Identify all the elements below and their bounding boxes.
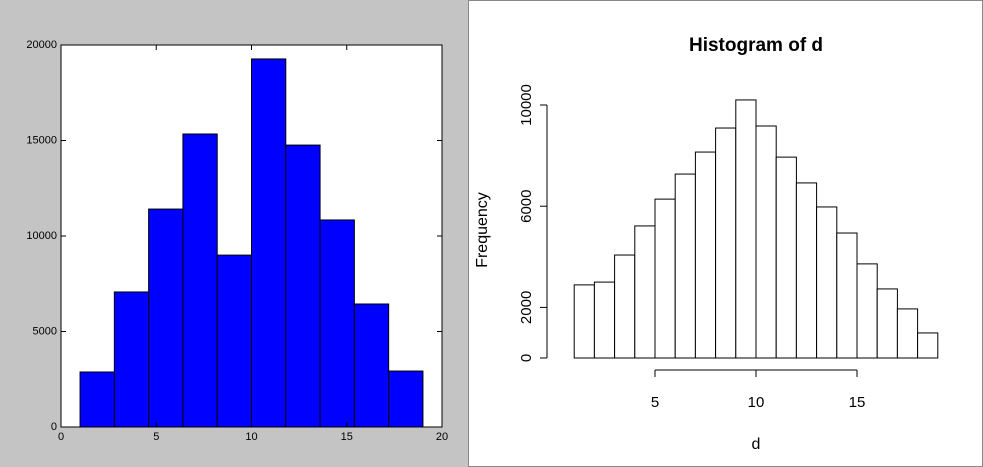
x-tick-label: 15 bbox=[849, 394, 866, 411]
bar bbox=[216, 254, 253, 428]
y-tick-label: 5000 bbox=[33, 325, 57, 337]
bar bbox=[319, 219, 355, 428]
y-tick-label: 2000 bbox=[518, 291, 535, 324]
bar bbox=[836, 232, 858, 359]
y-axis-label: Frequency bbox=[474, 192, 491, 268]
bar bbox=[148, 208, 184, 428]
bar bbox=[79, 371, 115, 428]
bar bbox=[182, 133, 218, 428]
x-tick-label: 20 bbox=[436, 431, 448, 443]
y-tick-label: 0 bbox=[518, 354, 535, 362]
bar bbox=[634, 225, 656, 359]
bar bbox=[388, 370, 424, 428]
bar bbox=[775, 156, 797, 359]
y-tick-label: 10000 bbox=[518, 84, 535, 126]
bar bbox=[593, 281, 616, 359]
bar bbox=[917, 332, 939, 359]
y-tick-label: 6000 bbox=[518, 190, 535, 223]
bar bbox=[896, 308, 919, 359]
x-axis-label: d bbox=[752, 436, 761, 453]
y-tick-label: 0 bbox=[51, 421, 57, 433]
x-tick-label: 5 bbox=[153, 431, 159, 443]
chart-title: Histogram of d bbox=[689, 35, 823, 56]
y-tick-label: 10000 bbox=[26, 230, 57, 242]
x-tick-label: 5 bbox=[651, 394, 659, 411]
bar bbox=[735, 99, 757, 359]
bar bbox=[816, 206, 838, 359]
bar bbox=[654, 198, 676, 359]
bar bbox=[285, 144, 321, 428]
bar bbox=[876, 288, 898, 359]
bar bbox=[755, 125, 777, 359]
bar bbox=[113, 291, 150, 428]
x-tick-label: 15 bbox=[341, 431, 353, 443]
bar bbox=[715, 127, 737, 359]
bar bbox=[353, 303, 390, 428]
bar bbox=[694, 151, 717, 359]
bar bbox=[614, 254, 636, 359]
bar bbox=[795, 182, 818, 359]
bar bbox=[251, 58, 287, 428]
x-tick-label: 0 bbox=[58, 431, 64, 443]
x-tick-label: 10 bbox=[245, 431, 257, 443]
bar bbox=[573, 284, 595, 359]
y-tick-label: 20000 bbox=[26, 39, 57, 51]
bar bbox=[856, 263, 878, 359]
y-tick-label: 15000 bbox=[26, 134, 57, 146]
x-tick-label: 10 bbox=[748, 394, 765, 411]
bar bbox=[674, 173, 696, 359]
